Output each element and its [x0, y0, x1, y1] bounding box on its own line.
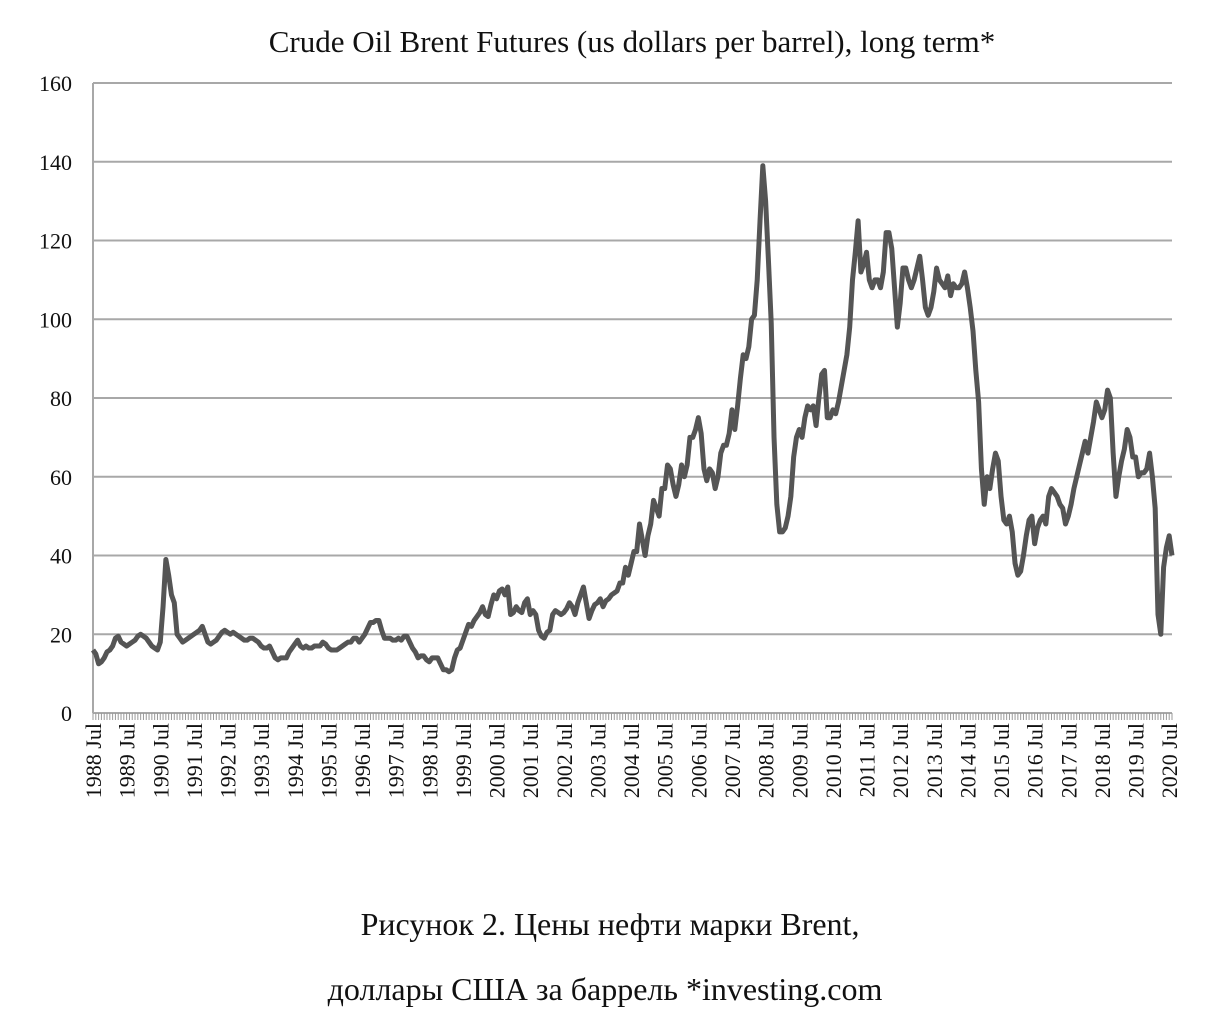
x-tick-label: 2008 Jul	[754, 723, 779, 798]
x-tick-label: 2011 Jul	[855, 723, 880, 797]
x-tick-label: 2015 Jul	[989, 723, 1014, 798]
y-tick-label: 60	[50, 465, 72, 490]
x-tick-label: 2016 Jul	[1023, 723, 1048, 798]
x-tick-label: 2003 Jul	[585, 723, 610, 798]
x-tick-label: 2009 Jul	[787, 723, 812, 798]
x-tick-label: 1993 Jul	[249, 723, 274, 798]
x-tick-label: 2020 Jul	[1157, 723, 1182, 798]
x-tick-label: 1996 Jul	[350, 723, 375, 798]
x-tick-label: 1997 Jul	[384, 723, 409, 798]
y-tick-label: 0	[61, 701, 72, 726]
x-tick-label: 2000 Jul	[485, 723, 510, 798]
x-tick-label: 1991 Jul	[182, 723, 207, 798]
y-tick-label: 20	[50, 622, 72, 647]
x-tick-label: 1998 Jul	[417, 723, 442, 798]
x-tick-label: 2019 Jul	[1124, 723, 1149, 798]
x-tick-label: 2012 Jul	[888, 723, 913, 798]
y-tick-label: 120	[39, 229, 72, 254]
chart-title: Crude Oil Brent Futures (us dollars per …	[269, 24, 996, 59]
x-tick-label: 2017 Jul	[1056, 723, 1081, 798]
y-tick-label: 100	[39, 307, 72, 332]
x-tick-label: 2014 Jul	[955, 723, 980, 798]
y-tick-label: 80	[50, 386, 72, 411]
y-tick-label: 160	[39, 71, 72, 96]
x-tick-label: 2013 Jul	[922, 723, 947, 798]
x-tick-label: 2007 Jul	[720, 723, 745, 798]
x-tick-label: 1995 Jul	[316, 723, 341, 798]
caption: доллары США за баррель *investing.com	[328, 971, 883, 1007]
x-tick-label: 2010 Jul	[821, 723, 846, 798]
x-tick-label: 2001 Jul	[518, 723, 543, 798]
caption: Рисунок 2. Цены нефти марки Brent,	[361, 906, 860, 942]
x-tick-label: 2006 Jul	[686, 723, 711, 798]
x-tick-label: 2005 Jul	[653, 723, 678, 798]
x-tick-label: 2004 Jul	[619, 723, 644, 798]
y-tick-label: 40	[50, 544, 72, 569]
price-line	[90, 163, 1175, 675]
x-tick-label: 1992 Jul	[216, 723, 241, 798]
x-tick-label: 1999 Jul	[451, 723, 476, 798]
x-tick-label: 1988 Jul	[81, 723, 106, 798]
x-tick-label: 1990 Jul	[148, 723, 173, 798]
x-tick-label: 2018 Jul	[1090, 723, 1115, 798]
y-tick-label: 140	[39, 150, 72, 175]
x-tick-label: 2002 Jul	[552, 723, 577, 798]
x-tick-label: 1989 Jul	[115, 723, 140, 798]
x-tick-label: 1994 Jul	[283, 723, 308, 798]
